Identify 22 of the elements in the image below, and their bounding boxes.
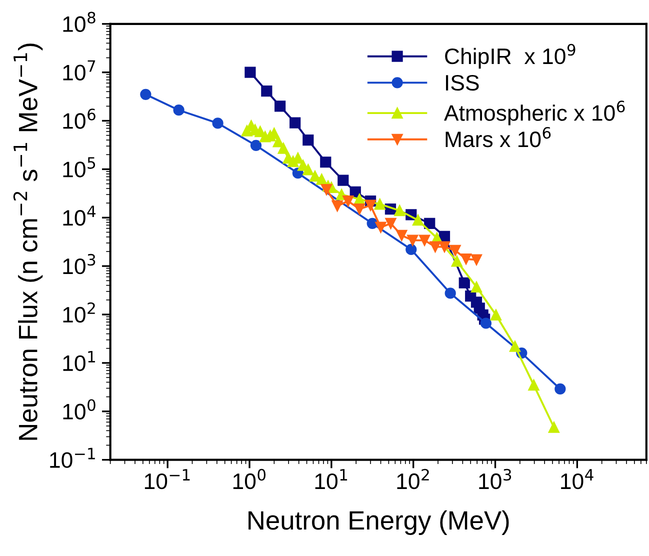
y-tick-label: 10$^{3}$: [63, 254, 96, 274]
y-tick-label: 10$^{0}$: [63, 399, 96, 420]
y-tick-label: 10$^{4}$: [63, 206, 96, 226]
x-axis-title: Neutron Energy (MeV): [248, 510, 509, 535]
x-tick-label: 10$^{1}$: [315, 469, 348, 490]
x-tick-label: 10$^{0}$: [233, 468, 266, 490]
y-tick-label: 10$^{2}$: [63, 302, 95, 323]
y-tick-label: 10$^{6}$: [63, 108, 96, 129]
y-tick-label: 10$^{7}$: [63, 60, 96, 80]
legend-label: ISS: [446, 74, 479, 91]
y-tick-label: 10$^{−1}$: [50, 448, 95, 468]
legend-label: ChipIR x 10$^{9}$: [445, 44, 576, 69]
legend-label: Mars x 10$^{6}$: [446, 126, 551, 148]
x-tick-label: 10$^{−1}$: [144, 469, 190, 490]
y-tick-label: 10$^{5}$: [63, 157, 96, 178]
y-tick-label: 10$^{1}$: [63, 350, 95, 372]
y-tick-label: 10$^{8}$: [63, 12, 96, 32]
x-tick-label: 10$^{2}$: [397, 468, 429, 490]
legend-label: Atmospheric x 10$^{6}$: [444, 100, 625, 126]
x-tick-label: 10$^{3}$: [479, 468, 512, 490]
y-axis-title: Neutron Flux (n cm$^{−2}$ s$^{−1}$ MeV$^{−1}$): [13, 44, 43, 440]
x-tick-label: 10$^{4}$: [561, 469, 594, 490]
